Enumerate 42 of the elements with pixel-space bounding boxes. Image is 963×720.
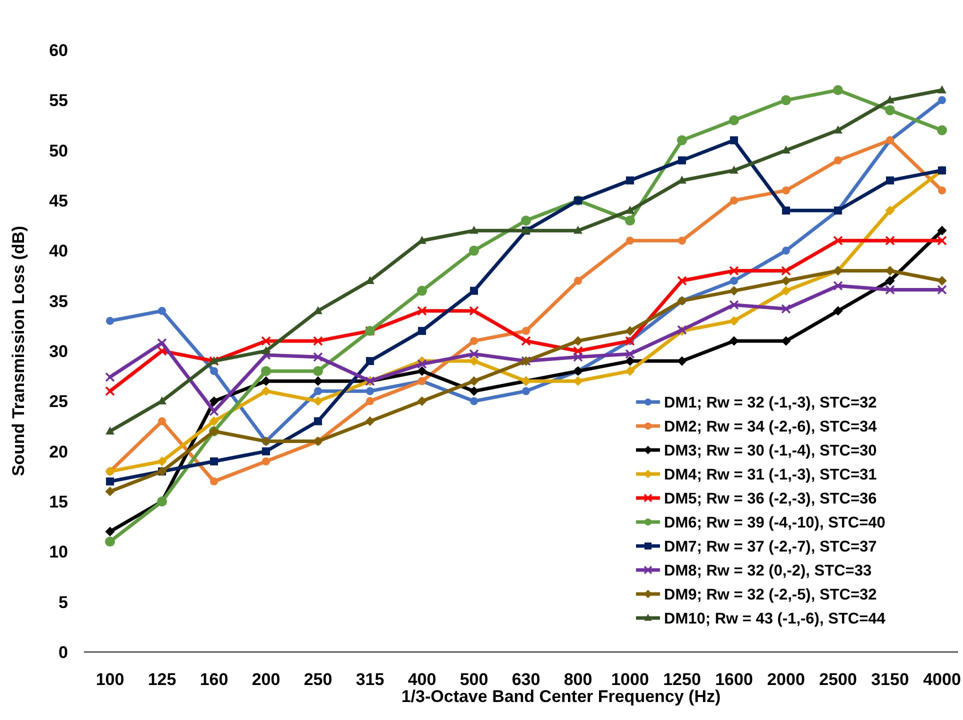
- legend-label: DM8; Rw = 32 (0,-2), STC=33: [664, 562, 872, 580]
- x-tick-label: 4000: [923, 670, 961, 689]
- x-tick-label: 125: [148, 670, 176, 689]
- x-tick-label: 1000: [611, 670, 649, 689]
- y-tick-label: 0: [58, 642, 68, 662]
- legend-label: DM1; Rw = 32 (-1,-3), STC=32: [664, 394, 877, 412]
- x-tick-label: 3150: [871, 670, 909, 689]
- y-tick-label: 30: [49, 342, 68, 361]
- x-tick-label: 315: [356, 670, 384, 689]
- y-tick-label: 10: [49, 542, 68, 562]
- x-tick-label: 630: [512, 670, 540, 689]
- legend-label: DM10; Rw = 43 (-1,-6), STC=44: [664, 610, 886, 628]
- y-tick-label: 5: [58, 592, 68, 612]
- y-tick-label: 60: [49, 40, 68, 60]
- y-tick-label: 50: [49, 141, 68, 160]
- x-tick-label: 250: [304, 670, 332, 689]
- y-tick-label: 20: [49, 442, 68, 462]
- legend-label: DM7; Rw = 37 (-2,-7), STC=37: [664, 538, 877, 556]
- x-axis-title: 1/3-Octave Band Center Frequency (Hz): [401, 687, 721, 706]
- y-tick-label: 15: [49, 492, 68, 512]
- x-tick-label: 1250: [663, 670, 701, 689]
- legend-label: DM3; Rw = 30 (-1,-4), STC=30: [664, 442, 877, 460]
- legend-label: DM5; Rw = 36 (-2,-3), STC=36: [664, 490, 878, 508]
- y-tick-label: 35: [49, 292, 68, 311]
- x-tick-label: 160: [200, 670, 228, 689]
- legend-label: DM9; Rw = 32 (-2,-5), STC=32: [664, 586, 877, 604]
- y-tick-label: 40: [49, 242, 68, 261]
- x-tick-label: 400: [408, 670, 436, 689]
- x-tick-label: 200: [252, 670, 280, 689]
- x-tick-label: 100: [96, 670, 124, 689]
- y-axis-title: Sound Transmission Loss (dB): [9, 226, 28, 476]
- legend-label: DM6; Rw = 39 (-4,-10), STC=40: [664, 514, 886, 532]
- y-tick-label: 55: [49, 91, 68, 110]
- x-tick-label: 1600: [715, 670, 753, 689]
- legend-label: DM4; Rw = 31 (-1,-3), STC=31: [664, 466, 878, 484]
- legend-label: DM2; Rw = 34 (-2,-6), STC=34: [664, 418, 878, 436]
- y-tick-label: 25: [49, 392, 68, 412]
- x-tick-label: 500: [460, 670, 488, 689]
- y-tick-label: 45: [49, 191, 68, 210]
- x-tick-label: 2000: [767, 670, 805, 689]
- x-tick-label: 800: [564, 670, 592, 689]
- x-tick-label: 2500: [819, 670, 857, 689]
